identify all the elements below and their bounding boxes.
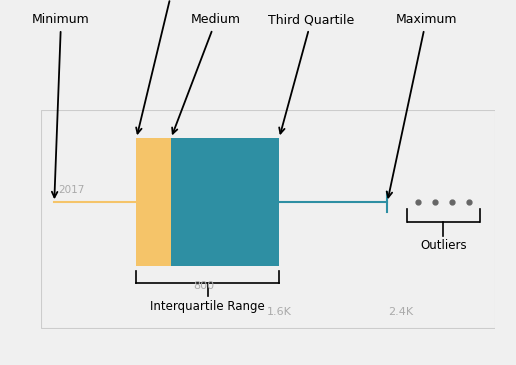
Text: Third Quartile: Third Quartile bbox=[268, 13, 354, 134]
Bar bbox=[171, 138, 279, 266]
Text: 800: 800 bbox=[193, 281, 214, 291]
Text: Interquartile Range: Interquartile Range bbox=[150, 300, 265, 313]
Text: Outliers: Outliers bbox=[420, 239, 467, 252]
Text: Maximum: Maximum bbox=[386, 13, 457, 197]
Text: Minimum: Minimum bbox=[32, 13, 90, 197]
Text: First Quartile: First Quartile bbox=[132, 0, 213, 134]
Bar bbox=[136, 138, 171, 266]
Text: 2017: 2017 bbox=[59, 185, 85, 195]
Text: 2.4K: 2.4K bbox=[388, 307, 413, 316]
Text: Medium: Medium bbox=[172, 13, 241, 134]
Text: 1.6K: 1.6K bbox=[267, 307, 292, 316]
